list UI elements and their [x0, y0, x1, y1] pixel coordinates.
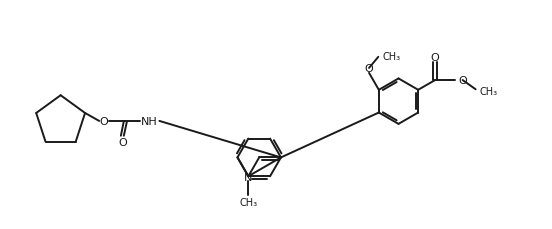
Text: CH₃: CH₃ — [239, 197, 257, 207]
Text: N: N — [244, 172, 252, 183]
Text: O: O — [459, 76, 468, 86]
Text: O: O — [119, 137, 128, 147]
Text: CH₃: CH₃ — [480, 87, 498, 97]
Text: O: O — [365, 64, 373, 74]
Text: O: O — [100, 116, 109, 126]
Text: NH: NH — [141, 116, 158, 126]
Text: CH₃: CH₃ — [382, 52, 400, 62]
Text: O: O — [431, 52, 439, 62]
